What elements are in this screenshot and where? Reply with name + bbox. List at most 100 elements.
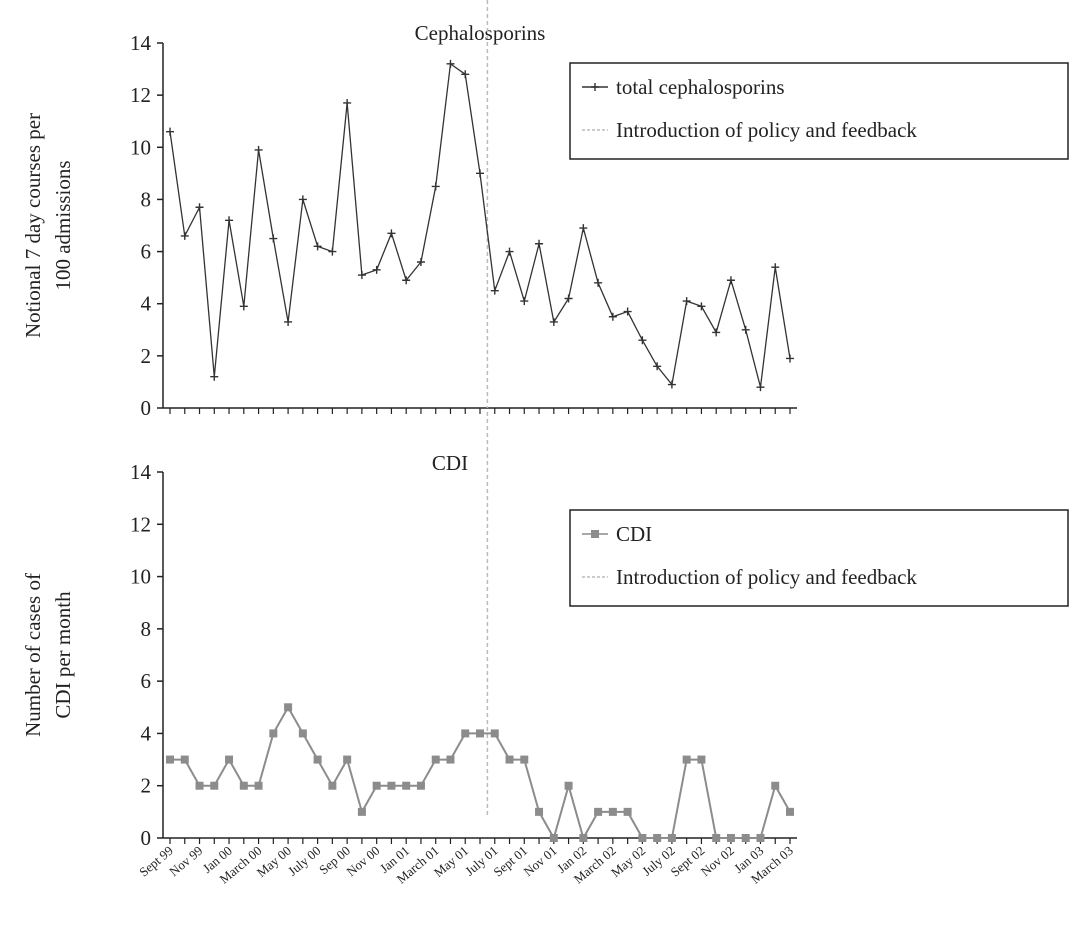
marker <box>579 834 588 842</box>
y-tick-label: 2 <box>141 774 152 798</box>
marker <box>505 247 514 256</box>
legend-box <box>569 62 1069 160</box>
marker <box>682 297 691 306</box>
x-tick-label: Nov 02 <box>698 843 737 879</box>
marker <box>269 234 278 243</box>
marker <box>239 781 248 790</box>
series-line <box>170 705 791 841</box>
marker <box>372 265 381 274</box>
marker <box>166 755 174 764</box>
marker <box>313 242 322 251</box>
x-tick-label: July 00 <box>285 843 324 879</box>
marker <box>682 755 691 764</box>
marker <box>535 239 544 248</box>
x-tick-label: Sept 01 <box>490 843 530 880</box>
marker <box>225 755 234 764</box>
marker <box>210 372 219 381</box>
legend-label: Introduction of policy and feedback <box>616 118 917 142</box>
y-tick-label: 14 <box>130 460 152 484</box>
marker <box>461 70 470 79</box>
marker <box>180 755 189 764</box>
marker <box>239 302 248 311</box>
marker <box>712 834 721 842</box>
marker <box>387 229 396 238</box>
marker <box>402 276 411 285</box>
y-axis-label: Number of cases of <box>21 573 45 737</box>
marker <box>564 781 573 790</box>
marker <box>284 317 293 326</box>
marker <box>402 781 411 790</box>
marker <box>357 271 366 280</box>
y-tick-label: 0 <box>141 396 152 420</box>
marker <box>756 383 765 392</box>
marker <box>608 807 617 816</box>
marker <box>549 834 558 842</box>
y-tick-label: 4 <box>141 721 152 745</box>
marker <box>653 834 662 842</box>
y-tick-label: 0 <box>141 826 152 850</box>
marker <box>771 263 780 272</box>
marker <box>328 247 337 256</box>
marker <box>520 755 529 764</box>
marker <box>180 231 189 240</box>
marker <box>298 195 307 204</box>
marker <box>741 834 750 842</box>
marker <box>771 781 780 790</box>
marker <box>490 729 499 738</box>
marker <box>667 380 676 389</box>
marker <box>343 755 352 764</box>
marker <box>343 98 352 107</box>
marker <box>520 297 529 306</box>
marker <box>446 59 455 68</box>
marker <box>638 336 647 345</box>
x-tick-label: May 02 <box>608 843 648 880</box>
legend-label: total cephalosporins <box>616 75 785 99</box>
chart-title: Cephalosporins <box>415 21 546 45</box>
marker <box>195 203 204 212</box>
marker <box>166 127 174 136</box>
marker <box>254 145 263 154</box>
x-tick-label: Sept 02 <box>668 843 708 880</box>
marker <box>313 755 322 764</box>
marker <box>416 781 425 790</box>
marker <box>446 755 455 764</box>
marker <box>416 258 425 266</box>
y-axis-label: 100 admissions <box>51 160 75 290</box>
marker <box>476 729 484 738</box>
marker <box>505 755 514 764</box>
x-tick-label: May 00 <box>254 843 294 880</box>
marker <box>594 278 603 287</box>
marker <box>372 781 381 790</box>
marker <box>357 807 366 816</box>
marker <box>591 83 599 91</box>
marker <box>490 286 499 295</box>
marker <box>786 354 794 363</box>
marker <box>564 294 573 303</box>
marker <box>653 362 662 371</box>
y-tick-label: 6 <box>141 669 152 693</box>
x-tick-label: May 01 <box>431 843 471 880</box>
marker <box>269 729 278 738</box>
legend-box <box>569 509 1069 607</box>
marker <box>786 807 794 816</box>
marker <box>298 729 307 738</box>
legend-label: CDI <box>616 522 652 546</box>
marker <box>195 781 204 790</box>
y-tick-label: 4 <box>141 292 152 316</box>
marker <box>387 781 396 790</box>
marker <box>726 834 735 842</box>
y-tick-label: 2 <box>141 344 152 368</box>
legend-label: Introduction of policy and feedback <box>616 565 917 589</box>
y-tick-label: 14 <box>130 31 152 55</box>
marker <box>667 834 676 842</box>
marker <box>726 276 735 285</box>
chart-title: CDI <box>432 451 468 475</box>
marker <box>608 312 617 321</box>
marker <box>638 834 647 842</box>
marker <box>476 169 484 178</box>
x-tick-label: Nov 01 <box>520 843 559 879</box>
marker <box>623 807 632 816</box>
x-tick-label: Nov 00 <box>343 843 382 879</box>
y-tick-label: 12 <box>130 512 151 536</box>
